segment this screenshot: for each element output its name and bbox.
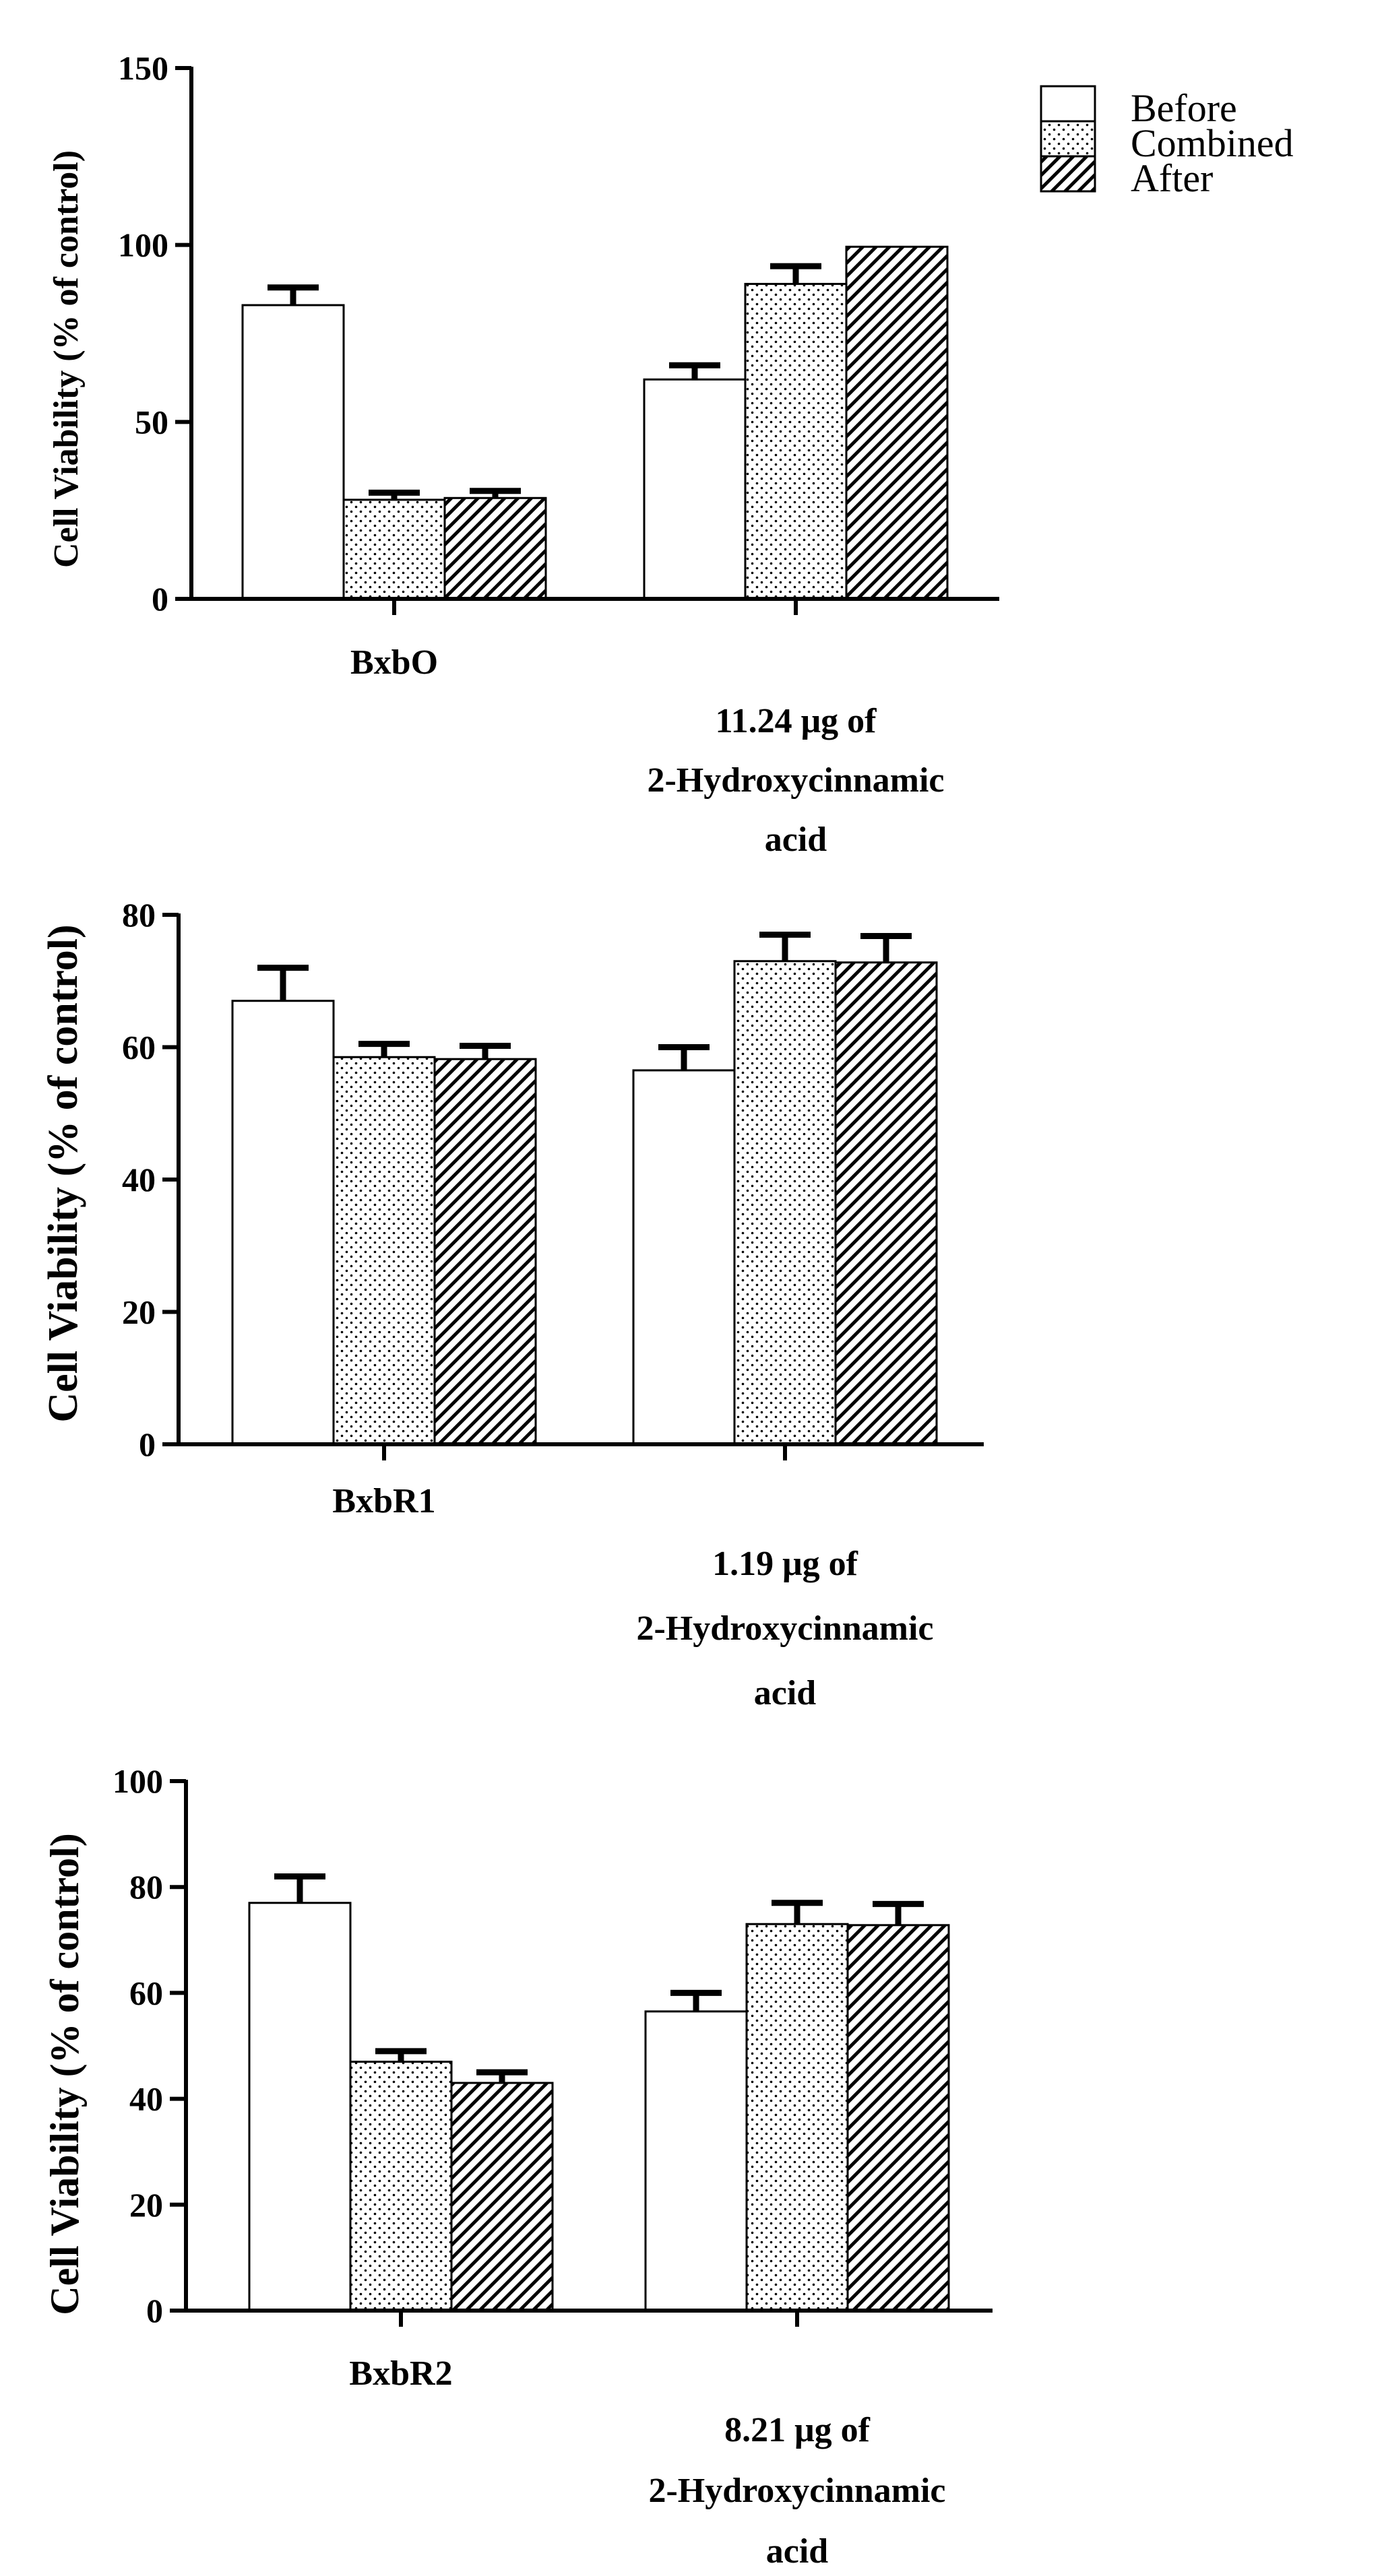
y-tick-label-0: 0 (139, 1425, 156, 1463)
y-tick-label-0: 0 (146, 2292, 163, 2329)
legend-swatch-after (1040, 155, 1096, 193)
bar-combined-group-1 (342, 498, 446, 600)
y-axis-label: Cell Viability (% of control) (40, 924, 86, 1422)
y-tick-label-80: 80 (122, 896, 156, 934)
bar-before-group-2 (632, 1069, 736, 1446)
y-tick-label-100: 100 (113, 1762, 163, 1800)
bar-after-group-1 (443, 496, 547, 600)
bar-before-group-1 (248, 1902, 352, 2312)
y-tick-label-60: 60 (122, 1029, 156, 1066)
category-label-2: 11.24 μg of 2-Hydroxycinnamic acid (647, 702, 944, 859)
y-tick-label-40: 40 (129, 2080, 163, 2118)
category-label-2: 1.19 μg of 2-Hydroxycinnamic acid (636, 1545, 933, 1712)
legend-swatch-combined (1040, 120, 1096, 158)
bar-before-group-2 (644, 2010, 748, 2312)
bar-after-group-1 (433, 1058, 537, 1446)
y-tick-label-0: 0 (152, 580, 168, 618)
y-axis-label: Cell Viability (% of control) (47, 150, 86, 568)
y-axis-label: Cell Viability (% of control) (42, 1833, 87, 2315)
y-tick-label-80: 80 (129, 1868, 163, 1906)
chart-bxbr1: Cell Viability (% of control) 0 20 40 60 80 B… (40, 896, 984, 1712)
bar-after-group-2 (834, 961, 938, 1446)
y-tick-label-20: 20 (122, 1293, 156, 1331)
bar-combined-group-2 (745, 1923, 849, 2312)
y-tick-label-60: 60 (129, 1974, 163, 2011)
y-tick-label-100: 100 (118, 226, 168, 264)
y-tick-label-20: 20 (129, 2186, 163, 2224)
bar-after-group-2 (845, 245, 949, 600)
bar-after-group-2 (846, 1924, 950, 2312)
y-tick-label-50: 50 (135, 403, 168, 441)
legend-label-after: After (1131, 156, 1213, 200)
bar-before-group-2 (643, 378, 747, 600)
y-tick-label-150: 150 (118, 49, 168, 87)
legend-label-combined: Combined (1131, 121, 1294, 165)
category-label-1: BxbR2 (349, 2354, 452, 2393)
legend-swatch-before (1040, 85, 1096, 123)
legend-label-before: Before (1131, 86, 1237, 130)
chart-bxbo: Cell Viability (% of control) 0 50 100 150 B… (47, 49, 999, 859)
bar-combined-group-1 (349, 2061, 453, 2312)
bar-combined-group-2 (733, 960, 837, 1446)
bar-combined-group-2 (744, 282, 848, 600)
legend: Before Combined After (1040, 85, 1294, 200)
bar-after-group-1 (450, 2082, 554, 2312)
bar-before-group-1 (231, 1000, 335, 1446)
category-label-1: BxbO (350, 643, 438, 682)
chart-bxbr2: Cell Viability (% of control) 0 20 40 60 80 1… (42, 1762, 993, 2571)
y-tick-label-40: 40 (122, 1161, 156, 1198)
bar-combined-group-1 (332, 1056, 436, 1446)
category-label-1: BxbR1 (332, 1482, 435, 1520)
bar-before-group-1 (241, 304, 345, 600)
category-label-2: 8.21 μg of 2-Hydroxycinnamic acid (648, 2411, 945, 2571)
